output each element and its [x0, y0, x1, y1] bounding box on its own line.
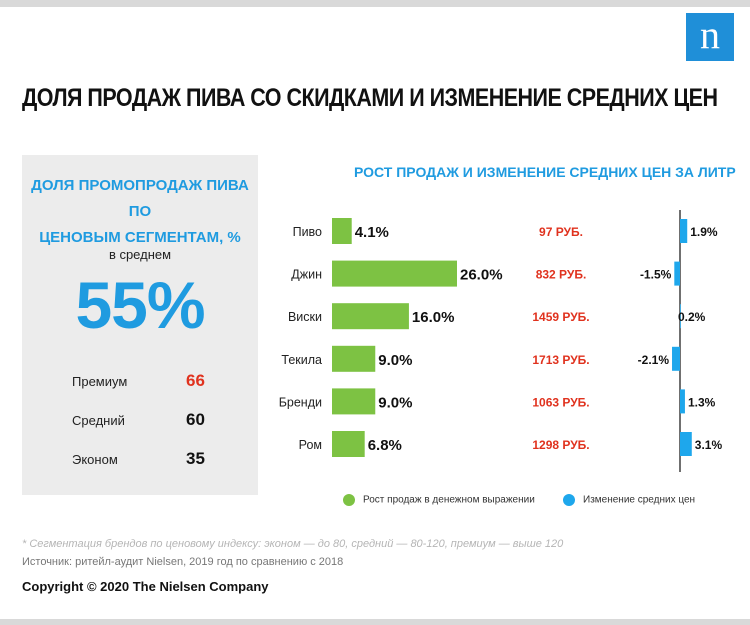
- page-title: ДОЛЯ ПРОДАЖ ПИВА СО СКИДКАМИ И ИЗМЕНЕНИЕ…: [22, 84, 718, 112]
- avg-price-label-2: 1459 РУБ.: [532, 310, 589, 324]
- segment-name: Средний: [72, 413, 125, 428]
- category-label-4: Бренди: [279, 395, 322, 409]
- price-change-label-4: 1.3%: [688, 395, 716, 409]
- avg-price-label-1: 832 РУБ.: [536, 268, 587, 282]
- average-value: 55%: [75, 268, 205, 342]
- copyright: Copyright © 2020 The Nielsen Company: [22, 579, 269, 594]
- avg-price-label-4: 1063 РУБ.: [532, 395, 589, 409]
- price-change-bar-0: [680, 219, 688, 243]
- bottom-divider: [0, 619, 750, 625]
- price-change-bar-1: [674, 261, 680, 286]
- price-change-label-0: 1.9%: [690, 225, 718, 239]
- sales-value-label-4: 9.0%: [378, 394, 412, 411]
- promo-share-panel: ДОЛЯ ПРОМОПРОДАЖ ПИВА ПО ЦЕНОВЫМ СЕГМЕНТ…: [22, 155, 258, 495]
- segment-value: 35: [186, 449, 205, 468]
- price-change-bar-3: [672, 346, 680, 371]
- category-label-2: Виски: [288, 310, 322, 324]
- legend-label-sales: Рост продаж в денежном выражении: [363, 494, 535, 506]
- price-change-bar-2: [680, 304, 681, 329]
- legend-item-sales: Рост продаж в денежном выражении: [343, 494, 535, 510]
- price-change-label-5: 3.1%: [695, 438, 723, 452]
- sales-value-label-5: 6.8%: [368, 437, 402, 454]
- legend-label-price: Изменение средних цен: [583, 494, 696, 506]
- source-note: Источник: ритейл-аудит Nielsen, 2019 год…: [22, 556, 344, 568]
- price-change-bar-4: [680, 389, 685, 414]
- promo-share-title-line2: ЦЕНОВЫМ СЕГМЕНТАМ, %: [39, 229, 241, 246]
- sales-bar-1: [332, 260, 457, 287]
- footnote: * Сегментация брендов по ценовому индекс…: [22, 538, 564, 550]
- sales-bar-3: [332, 345, 376, 372]
- avg-price-label-5: 1298 РУБ.: [532, 438, 589, 452]
- average-label: в среднем: [108, 247, 172, 262]
- sales-value-label-2: 16.0%: [412, 309, 455, 326]
- price-change-bar-5: [680, 432, 692, 456]
- category-label-5: Ром: [299, 438, 322, 452]
- category-label-0: Пиво: [293, 225, 322, 239]
- sales-bar-4: [332, 388, 376, 415]
- segment-name: Премиум: [72, 374, 128, 389]
- sales-value-label-1: 26.0%: [460, 267, 503, 284]
- sales-bar-5: [332, 431, 365, 457]
- segment-row-middle: Средний 60: [22, 410, 258, 434]
- category-label-3: Текила: [281, 353, 322, 367]
- top-divider: [0, 0, 750, 7]
- legend-marker-price: [563, 494, 575, 506]
- legend-marker-sales: [343, 494, 355, 506]
- segment-value: 60: [186, 410, 205, 429]
- avg-price-label-0: 97 РУБ.: [539, 225, 583, 239]
- price-change-label-1: -1.5%: [640, 268, 672, 282]
- sales-value-label-0: 4.1%: [355, 224, 389, 241]
- price-change-label-3: -2.1%: [638, 353, 670, 367]
- segment-name: Эконом: [72, 452, 118, 467]
- chart-title: РОСТ ПРОДАЖ И ИЗМЕНЕНИЕ СРЕДНИХ ЦЕН ЗА Л…: [354, 164, 736, 180]
- sales-value-label-3: 9.0%: [378, 352, 412, 369]
- avg-price-label-3: 1713 РУБ.: [532, 353, 589, 367]
- segment-value: 66: [186, 371, 205, 390]
- price-change-label-2: 0.2%: [678, 310, 706, 324]
- sales-bar-2: [332, 303, 409, 330]
- segment-row-premium: Премиум 66: [22, 371, 258, 395]
- promo-share-title-line1: ДОЛЯ ПРОМОПРОДАЖ ПИВА ПО: [31, 177, 249, 220]
- sales-price-chart: Пиво 4.1% 97 РУБ. 1.9% Джин 26.0% 832 РУБ. -1.5…: [279, 210, 723, 472]
- category-label-1: Джин: [291, 268, 322, 282]
- sales-bar-0: [332, 218, 352, 244]
- nielsen-logo: n: [686, 13, 734, 61]
- segment-row-economy: Эконом 35: [22, 449, 258, 473]
- promo-share-title: ДОЛЯ ПРОМОПРОДАЖ ПИВА ПО ЦЕНОВЫМ СЕГМЕНТ…: [22, 173, 258, 251]
- legend-item-price: Изменение средних цен: [563, 494, 695, 510]
